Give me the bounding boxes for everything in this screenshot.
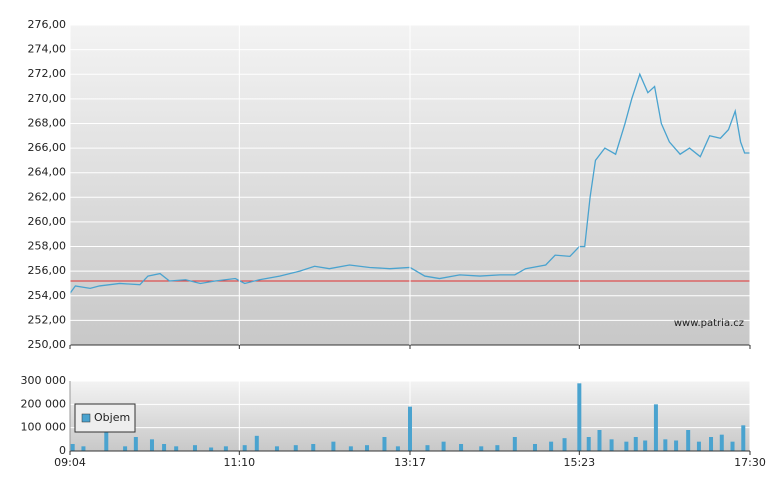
x-tick-label: 15:23 [563, 456, 595, 469]
volume-bar [562, 438, 567, 451]
price-line [69, 72, 750, 294]
volume-bar [311, 444, 316, 451]
volume-bar [174, 446, 179, 451]
volume-bar [149, 439, 154, 451]
volume-bar [741, 425, 746, 451]
volume-bar [674, 440, 679, 451]
volume-bar [162, 444, 167, 451]
volume-bar [597, 430, 602, 451]
volume-bar [254, 435, 259, 451]
volume-bar [192, 445, 197, 451]
volume-bar [408, 406, 412, 451]
x-tick-label: 11:10 [223, 456, 255, 469]
volume-bar [549, 441, 554, 451]
volume-bar [382, 437, 387, 451]
volume-bar [364, 445, 369, 451]
volume-bar [133, 437, 138, 451]
legend-label: Objem [94, 411, 130, 424]
volume-bar [609, 439, 614, 451]
y-tick-label: 266,00 [28, 141, 67, 154]
y-tick-label: 276,00 [28, 18, 67, 31]
volume-bar [686, 430, 691, 451]
volume-bar [532, 444, 537, 451]
y-tick-label: 262,00 [28, 190, 67, 203]
volume-bar [123, 446, 128, 451]
volume-bar [512, 437, 517, 451]
volume-bar [624, 441, 629, 451]
volume-bar [586, 437, 591, 451]
volume-bar [577, 383, 582, 451]
volume-bar [81, 446, 86, 451]
volume-bar [633, 437, 638, 451]
volume-bar [653, 404, 658, 451]
y-tick-label: 254,00 [28, 289, 67, 302]
volume-bar [70, 444, 75, 451]
volume-bar [293, 445, 298, 451]
y-tick-label: 264,00 [28, 166, 67, 179]
y-tick-label: 270,00 [28, 92, 67, 105]
volume-bar [696, 441, 701, 451]
volume-bar [663, 439, 668, 451]
watermark: www.patria.cz [674, 318, 744, 329]
legend-swatch [81, 413, 91, 423]
volume-bar [730, 441, 735, 451]
volume-bar [395, 446, 400, 451]
y-tick-label: 250,00 [28, 338, 67, 351]
volume-bar [104, 420, 109, 451]
volume-bar [242, 445, 247, 451]
volume-bar [274, 446, 279, 451]
y-tick-label: 256,00 [28, 264, 67, 277]
volume-bar [479, 446, 484, 451]
y-tick-label: 268,00 [28, 116, 67, 129]
y-tick-label: 300 000 [21, 374, 67, 387]
y-tick-label: 274,00 [28, 43, 67, 56]
volume-bar [348, 446, 353, 451]
x-tick-label: 17:30 [734, 456, 766, 469]
volume-bar [209, 447, 214, 451]
x-tick-label: 09:04 [54, 456, 86, 469]
x-tick-label: 13:17 [394, 456, 426, 469]
volume-bar [709, 437, 714, 451]
volume-bar [643, 440, 648, 451]
volume-bar [459, 444, 464, 451]
volume-bar [223, 446, 228, 451]
volume-bar [441, 441, 446, 451]
y-tick-label: 100 000 [21, 421, 67, 434]
volume-bar [425, 445, 430, 451]
y-tick-label: 0 [59, 444, 66, 457]
y-tick-label: 252,00 [28, 313, 67, 326]
y-tick-label: 258,00 [28, 240, 67, 253]
y-tick-label: 200 000 [21, 397, 67, 410]
y-tick-label: 272,00 [28, 67, 67, 80]
volume-bar [719, 434, 724, 451]
y-tick-label: 260,00 [28, 215, 67, 228]
volume-bar [331, 441, 336, 451]
volume-bar [495, 445, 500, 451]
